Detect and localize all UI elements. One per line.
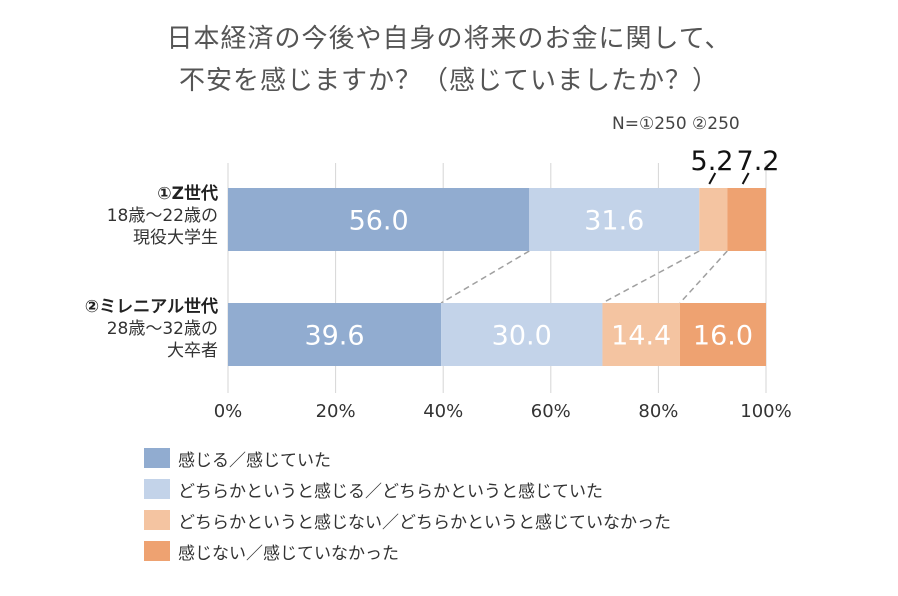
x-tick-label: 20% — [316, 401, 356, 422]
bar-segment — [602, 303, 680, 366]
legend-item: 感じる／感じていた — [144, 446, 671, 471]
category-name: ②ミレニアル世代 — [84, 297, 218, 317]
bar-segment — [228, 188, 530, 251]
x-tick-label: 40% — [423, 401, 463, 422]
legend-swatch — [144, 510, 170, 530]
category-sub-1: 28歳〜32歳の — [106, 319, 218, 339]
category-name: ①Z世代 — [157, 184, 218, 204]
data-label: 16.0 — [693, 321, 753, 352]
bar-segment — [228, 303, 442, 366]
bar-segment — [727, 188, 766, 251]
legend-item: 感じない／感じていなかった — [144, 539, 671, 564]
bar-segment — [679, 303, 766, 366]
data-label: 5.2 — [691, 146, 734, 177]
category-label-z-generation: ①Z世代 18歳〜22歳の 現役大学生 — [107, 183, 218, 249]
legend-swatch — [144, 479, 170, 499]
data-label: 14.4 — [611, 321, 671, 352]
connector-line — [602, 250, 700, 304]
chart-title-line-2: 不安を感じますか？（感じていましたか？） — [178, 66, 719, 96]
connector-line — [679, 250, 728, 304]
legend: 感じる／感じていた どちらかというと感じる／どちらかというと感じていた どちらか… — [144, 446, 671, 570]
category-sub-2: 現役大学生 — [133, 228, 218, 248]
sample-size-label: N=①250 ②250 — [612, 114, 740, 134]
x-tick-label: 60% — [531, 401, 571, 422]
bar-segment — [441, 303, 603, 366]
data-label: 39.6 — [304, 321, 364, 352]
data-label: 56.0 — [349, 206, 409, 237]
legend-item: どちらかというと感じる／どちらかというと感じていた — [144, 477, 671, 502]
legend-label: どちらかというと感じない／どちらかというと感じていなかった — [178, 512, 671, 533]
legend-label: どちらかというと感じる／どちらかというと感じていた — [178, 481, 603, 502]
data-label: 30.0 — [492, 321, 552, 352]
x-tick-label: 0% — [214, 401, 243, 422]
callout-tick — [708, 172, 717, 185]
category-sub-1: 18歳〜22歳の — [106, 206, 218, 226]
category-sub-2: 大卒者 — [167, 341, 218, 361]
data-label: 7.2 — [737, 146, 780, 177]
legend-label: 感じる／感じていた — [178, 450, 331, 471]
legend-swatch — [144, 541, 170, 561]
legend-label: 感じない／感じていなかった — [178, 543, 399, 564]
data-label: 31.6 — [584, 206, 644, 237]
legend-swatch — [144, 448, 170, 468]
connector-line — [440, 250, 530, 304]
category-label-millennial: ②ミレニアル世代 28歳〜32歳の 大卒者 — [85, 296, 218, 362]
legend-item: どちらかというと感じない／どちらかというと感じていなかった — [144, 508, 671, 533]
bar-segment — [529, 188, 700, 251]
x-tick-label: 80% — [638, 401, 678, 422]
x-tick-label: 100% — [740, 401, 791, 422]
callout-tick — [741, 172, 750, 185]
chart-title-line-1: 日本経済の今後や自身の将来のお金に関して、 — [166, 24, 732, 54]
bar-segment — [699, 188, 728, 251]
